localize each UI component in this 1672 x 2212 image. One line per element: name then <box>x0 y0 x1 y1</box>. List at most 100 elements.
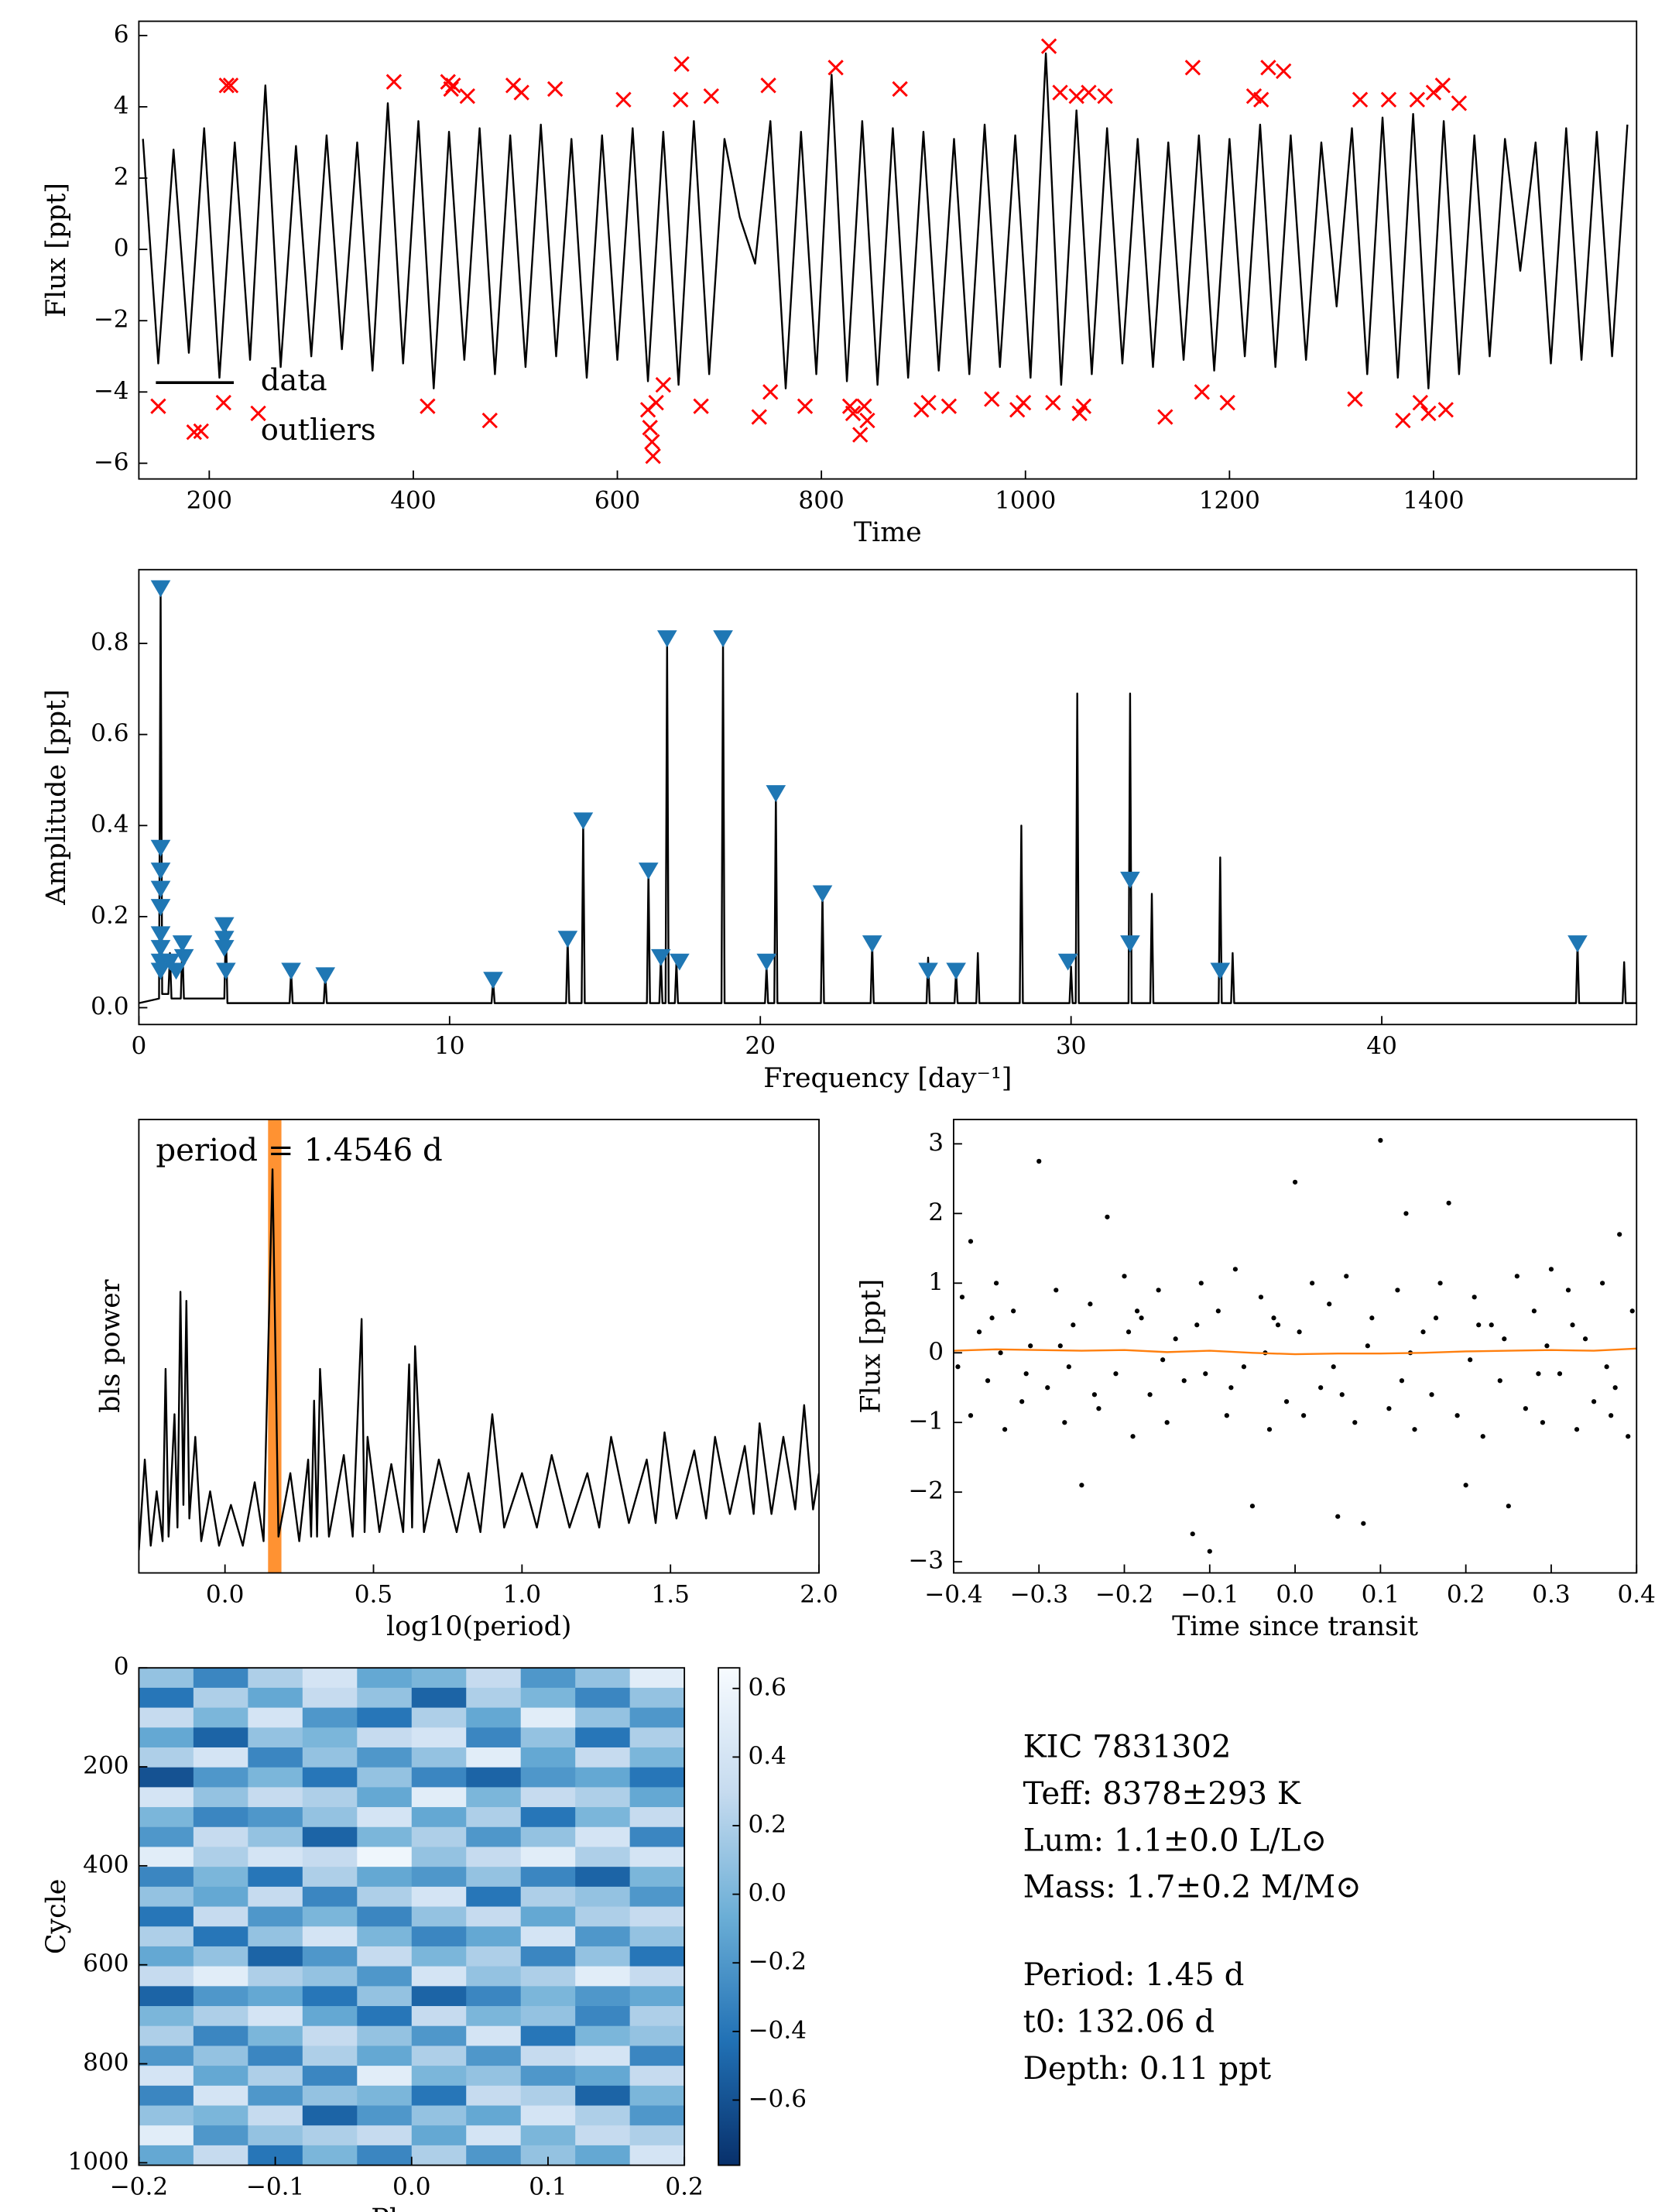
outlier-marker <box>648 394 664 411</box>
heat-cell <box>575 2085 631 2107</box>
heat-cell <box>629 1906 685 1927</box>
info-line: Depth: 0.11 ppt <box>1023 2051 1271 2087</box>
heat-cell <box>520 1946 576 1967</box>
point <box>959 1295 965 1300</box>
heat-cell <box>248 1668 303 1689</box>
heat-cell <box>248 1966 303 1987</box>
heat-cell <box>520 1787 576 1808</box>
heat-cell <box>466 1826 522 1848</box>
heat-cell <box>357 2066 413 2087</box>
peak-marker <box>159 953 180 971</box>
point <box>1352 1420 1358 1425</box>
point <box>1544 1343 1550 1349</box>
heat-cell <box>629 1826 685 1848</box>
plot-area <box>953 1137 1637 1554</box>
y-axis-label: Amplitude [ppt] <box>41 689 72 905</box>
heat-cell <box>629 1687 685 1709</box>
heat-cell <box>575 1886 631 1908</box>
point <box>1403 1211 1409 1216</box>
heat-cell <box>629 1787 685 1808</box>
axes-frame <box>138 1118 820 1574</box>
heat-cell <box>193 1707 248 1728</box>
point <box>1399 1378 1405 1384</box>
series-line <box>953 1347 1637 1356</box>
heat-cell <box>139 2145 194 2166</box>
outlier-marker <box>827 60 844 76</box>
heat-cell <box>575 1986 631 2007</box>
outlier-marker <box>150 398 166 414</box>
y-tick-label: −2 <box>94 306 129 334</box>
point <box>1433 1315 1439 1321</box>
outlier-marker <box>1081 84 1097 101</box>
point <box>1536 1371 1541 1377</box>
outlier-marker <box>856 398 872 414</box>
heat-cell <box>248 1946 303 1967</box>
peak-marker <box>713 630 733 648</box>
peak-marker <box>1210 962 1231 980</box>
heat-cell <box>248 1867 303 1888</box>
y-tick-label: 2 <box>928 1199 944 1226</box>
heat-cell <box>520 1966 576 1987</box>
peak-marker <box>150 899 171 917</box>
heat-cell <box>139 2025 194 2046</box>
peak-marker <box>315 967 336 985</box>
outlier-marker <box>797 398 814 414</box>
heat-cell <box>520 1727 576 1748</box>
heat-cell <box>248 1747 303 1768</box>
point <box>1531 1308 1537 1314</box>
heat-cell <box>139 1707 194 1728</box>
outlier-marker <box>1395 412 1411 429</box>
heat-cell <box>302 1906 358 1927</box>
heat-cell <box>193 2006 248 2027</box>
axes-frame <box>138 1667 686 2166</box>
outlier-marker <box>1184 60 1201 76</box>
heat-cell <box>193 2125 248 2146</box>
heat-cell <box>302 2145 358 2166</box>
heat-cell <box>248 2125 303 2146</box>
outlier-marker <box>615 91 632 108</box>
heat-cell <box>357 1847 413 1867</box>
heat-cell <box>193 1687 248 1709</box>
point <box>1612 1385 1618 1391</box>
heat-cell <box>139 1727 194 1748</box>
x-tick-label: 40 <box>1366 1032 1397 1060</box>
peak-marker <box>1120 935 1140 953</box>
colorbar-tick-label: 0.4 <box>749 1742 786 1770</box>
heat-cell <box>302 1807 358 1828</box>
point <box>1506 1504 1511 1509</box>
plot-area <box>139 580 1637 1004</box>
point <box>1582 1336 1588 1342</box>
heat-cell <box>302 1787 358 1808</box>
heat-cell <box>411 1807 467 1828</box>
point <box>1463 1483 1468 1488</box>
x-tick-label: 600 <box>594 486 640 514</box>
point <box>1365 1343 1370 1349</box>
peak-marker <box>214 931 235 948</box>
heat-cell <box>629 1867 685 1888</box>
heat-cell <box>139 2006 194 2027</box>
heat-cell <box>575 1687 631 1709</box>
peak-marker <box>214 917 235 935</box>
heat-cell <box>139 1787 194 1808</box>
point <box>1600 1281 1605 1286</box>
heat-cell <box>520 2066 576 2087</box>
x-tick-label: 200 <box>187 486 232 514</box>
point <box>1344 1274 1349 1279</box>
heat-cell <box>520 1767 576 1788</box>
point <box>1339 1392 1345 1398</box>
outlier-marker <box>222 77 239 94</box>
heat-cell <box>575 2125 631 2146</box>
heat-cell <box>302 2066 358 2087</box>
heat-cell <box>411 1906 467 1927</box>
point <box>1241 1364 1247 1370</box>
x-tick-label: −0.1 <box>246 2173 305 2200</box>
colorbar-tick-label: 0.2 <box>749 1810 786 1838</box>
heat-cell <box>466 1707 522 1728</box>
outlier-marker <box>920 394 937 411</box>
outlier-marker <box>1097 87 1113 105</box>
point <box>1190 1531 1195 1537</box>
point <box>1570 1322 1575 1328</box>
info-line: Teff: 8378±293 K <box>1023 1776 1301 1812</box>
point <box>1502 1336 1507 1342</box>
